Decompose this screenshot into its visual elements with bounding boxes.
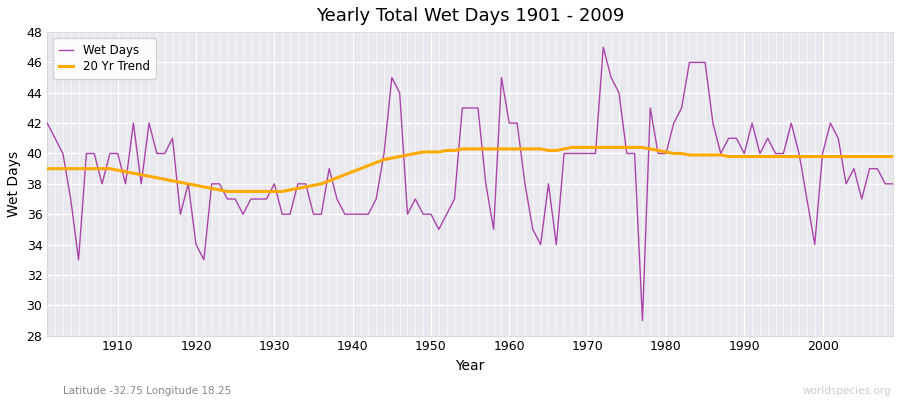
Wet Days [637,318,648,323]
Wet Days [496,75,507,80]
Y-axis label: Wet Days: Wet Days [7,151,21,217]
Wet Days [41,121,52,126]
Legend: Wet Days, 20 Yr Trend: Wet Days, 20 Yr Trend [53,38,156,79]
Wet Days [887,182,898,186]
Title: Yearly Total Wet Days 1901 - 2009: Yearly Total Wet Days 1901 - 2009 [316,7,625,25]
20 Yr Trend [104,166,115,171]
Wet Days [277,212,288,217]
20 Yr Trend [567,145,578,150]
X-axis label: Year: Year [455,359,485,373]
Text: worldspecies.org: worldspecies.org [803,386,891,396]
20 Yr Trend [504,146,515,151]
Wet Days [598,45,608,50]
Wet Days [104,151,115,156]
20 Yr Trend [222,189,233,194]
Wet Days [324,166,335,171]
20 Yr Trend [284,188,295,192]
20 Yr Trend [331,175,342,180]
20 Yr Trend [614,145,625,150]
20 Yr Trend [512,146,523,151]
Wet Days [606,75,616,80]
Wet Days [504,121,515,126]
20 Yr Trend [887,154,898,159]
Line: Wet Days: Wet Days [47,47,893,320]
Text: Latitude -32.75 Longitude 18.25: Latitude -32.75 Longitude 18.25 [63,386,231,396]
20 Yr Trend [41,166,52,171]
Line: 20 Yr Trend: 20 Yr Trend [47,148,893,192]
